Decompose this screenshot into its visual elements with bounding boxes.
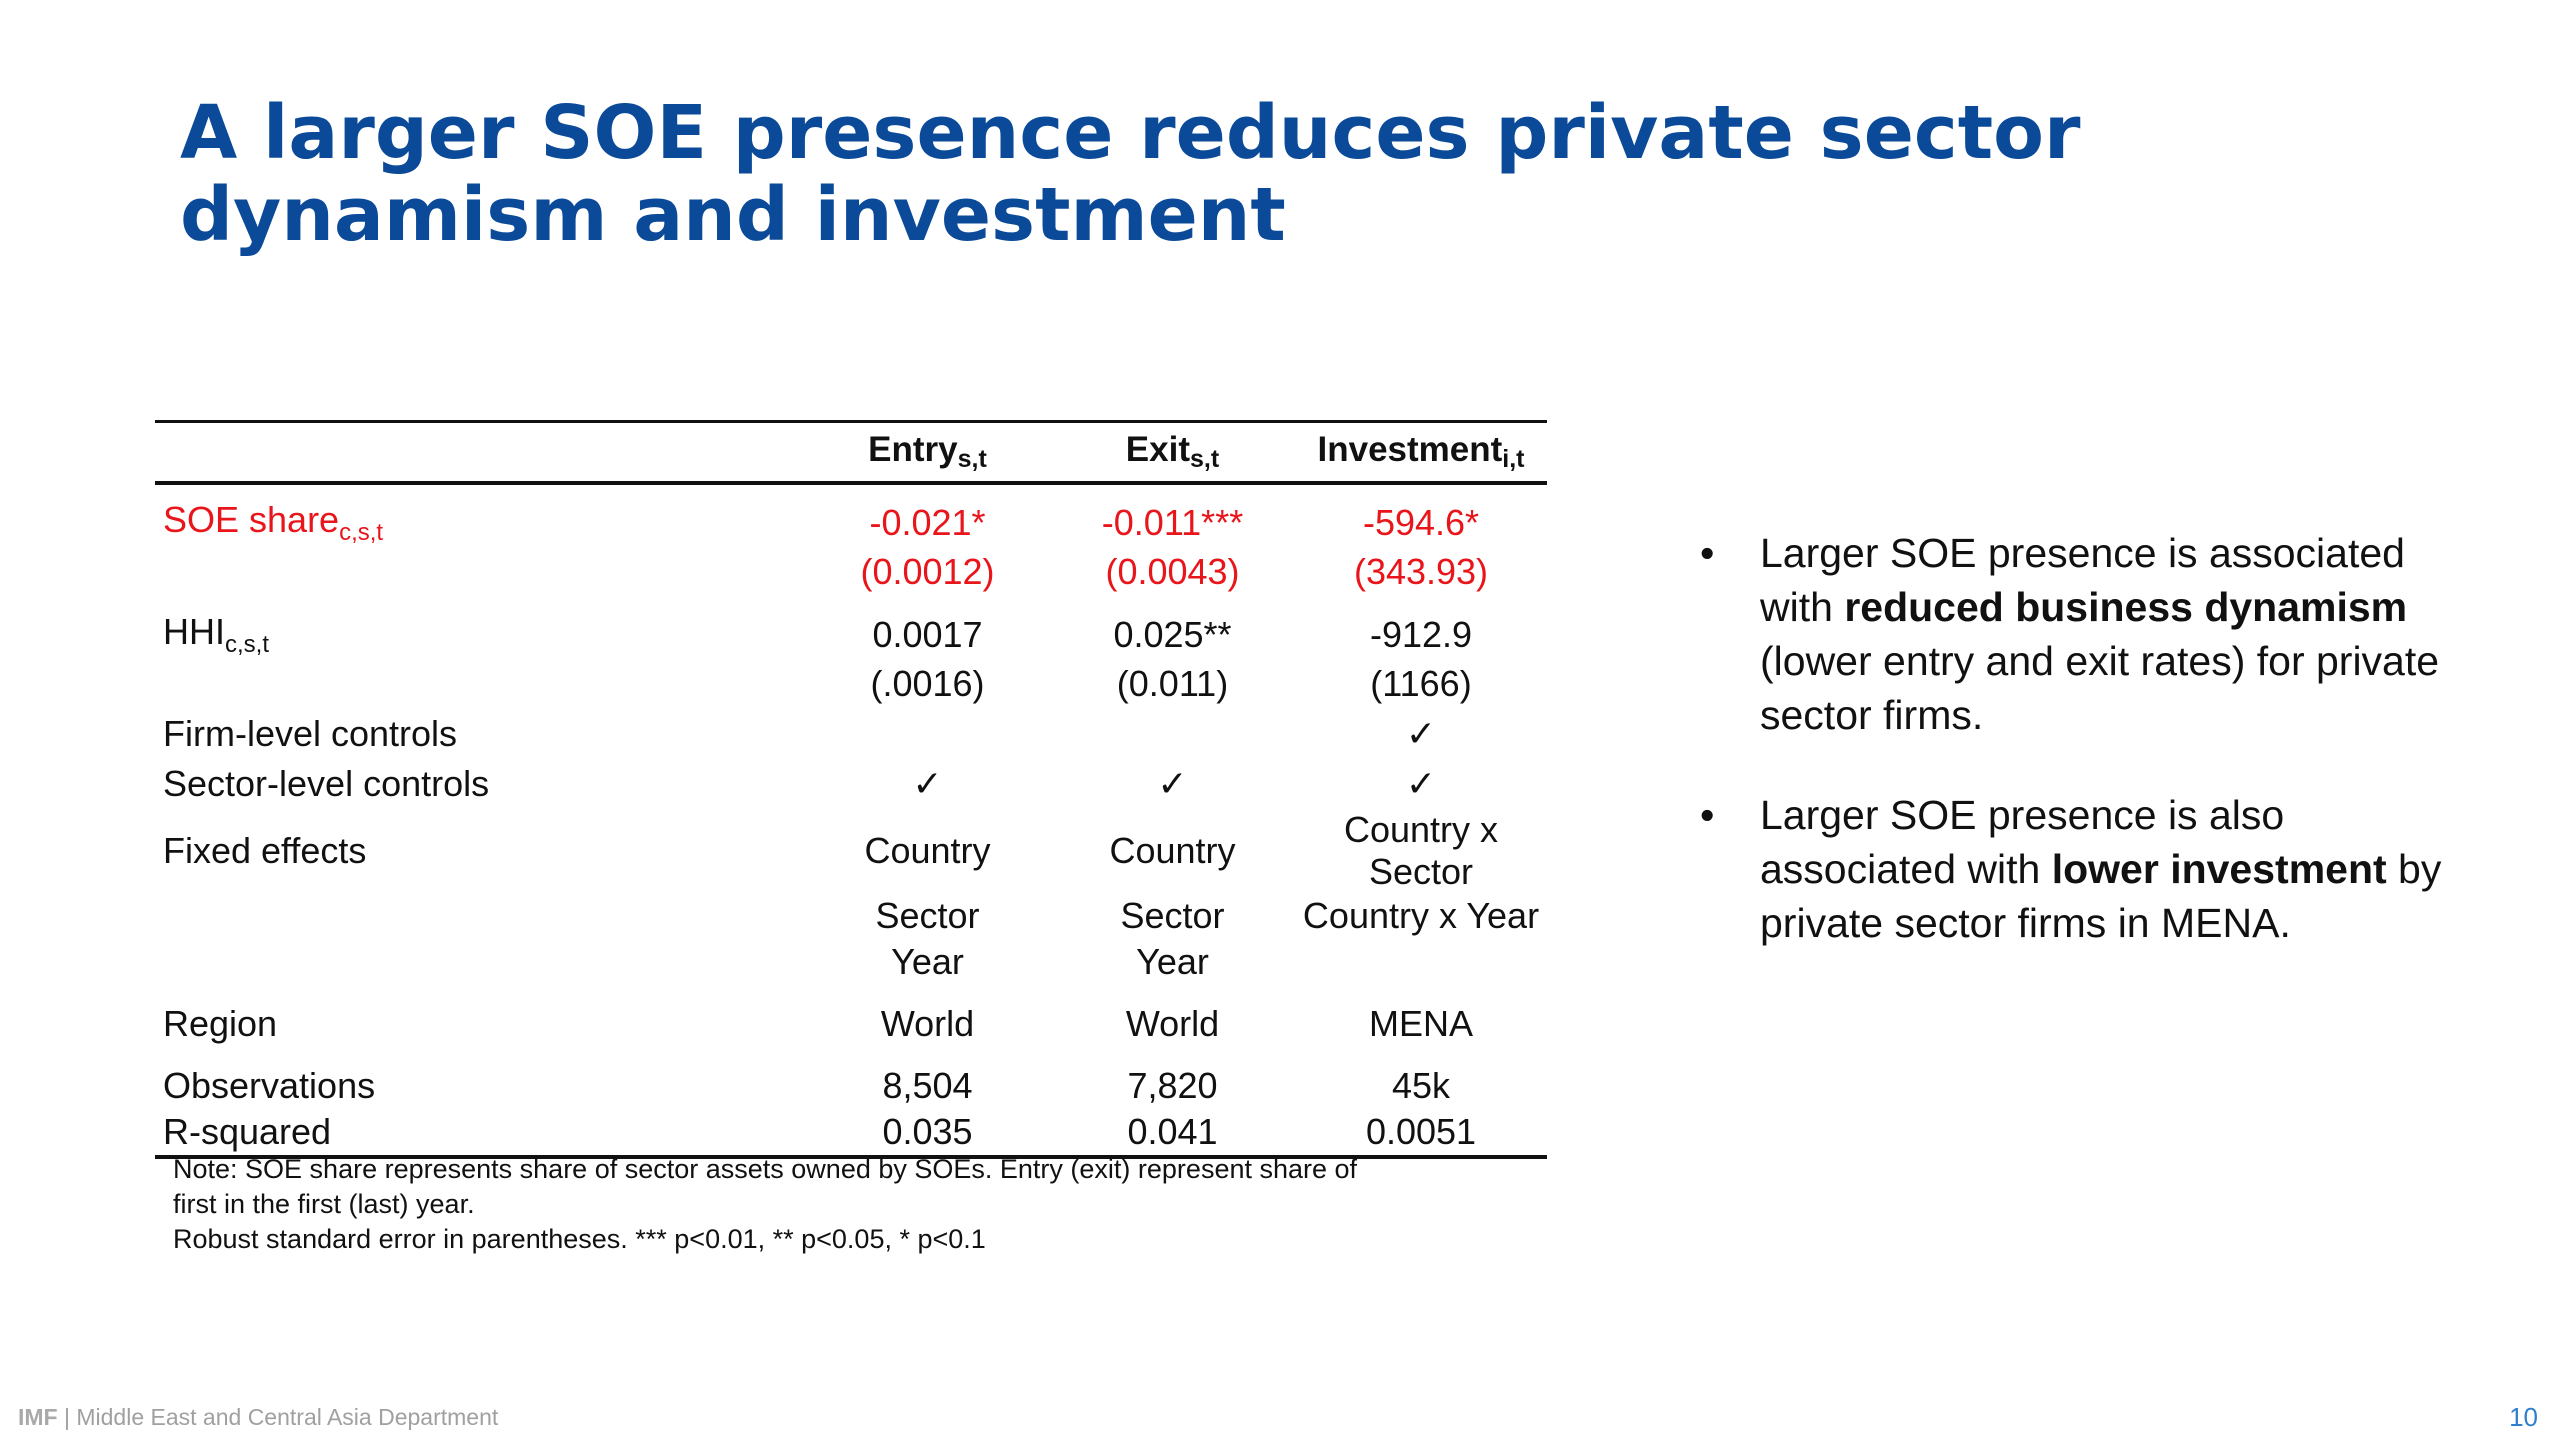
note-line-2: first in the first (last) year. — [173, 1189, 475, 1219]
fe-cell: Sector — [1120, 895, 1225, 936]
check-cell: ✓ — [1157, 763, 1188, 804]
row-label: Observations — [163, 1065, 376, 1106]
row-label: Sector-level controls — [163, 763, 490, 804]
row-label: Fixed effects — [163, 830, 367, 871]
cell-value: World — [1125, 1003, 1220, 1044]
fe-cell: Country x Sector — [1343, 809, 1499, 892]
cell-se: (343.93) — [1353, 551, 1489, 592]
table-row-hhi-se: (.0016) (0.011) (1166) — [155, 659, 1547, 709]
table-row-fixed-effects-2: Sector Sector Country x Year — [155, 893, 1547, 939]
cell-value: 0.041 — [1127, 1111, 1218, 1152]
fe-cell — [1295, 939, 1547, 985]
cell-se: (1166) — [1370, 663, 1472, 704]
fe-cell: Country x Year — [1302, 895, 1540, 936]
check-cell: ✓ — [1405, 713, 1437, 754]
cell-value: MENA — [1368, 1003, 1473, 1044]
table-row-sector-controls: Sector-level controls ✓ ✓ ✓ — [155, 759, 1547, 809]
cell-se: (.0016) — [870, 663, 985, 704]
cell-value: 7,820 — [1127, 1065, 1218, 1106]
note-line-3: Robust standard error in parentheses. **… — [173, 1224, 986, 1254]
check-cell — [1050, 709, 1295, 759]
fe-cell: Year — [891, 941, 964, 982]
table-row-fixed-effects: Fixed effects Country Country Country x … — [155, 809, 1547, 893]
bullet-item: • Larger SOE presence is also associated… — [1700, 788, 2480, 950]
fe-cell: Country — [1109, 830, 1236, 871]
cell-coef: -594.6* — [1362, 502, 1480, 543]
cell-value: World — [880, 1003, 975, 1044]
cell-se: (0.0012) — [860, 551, 995, 592]
check-cell: ✓ — [1405, 763, 1437, 804]
footer: IMF | Middle East and Central Asia Depar… — [18, 1404, 498, 1431]
cell-coef: -0.021* — [869, 502, 986, 543]
footer-separator: | — [57, 1404, 77, 1430]
table-row-observations: Observations 8,504 7,820 45k — [155, 1049, 1547, 1109]
table-row-soe-share-se: (0.0012) (0.0043) (343.93) — [155, 547, 1547, 597]
title-line-1: A larger SOE presence reduces private se… — [180, 90, 2081, 176]
bullet-emphasis: lower investment — [2051, 846, 2387, 892]
page-number: 10 — [2509, 1402, 2538, 1432]
header-blank — [155, 422, 805, 484]
note-line-1: Note: SOE share represents share of sect… — [173, 1154, 1358, 1184]
cell-se: (0.011) — [1116, 663, 1229, 704]
bullet-dot: • — [1700, 792, 1715, 838]
header-investment: Investmenti,t — [1317, 430, 1525, 473]
row-label: HHIc,s,t — [163, 611, 270, 658]
slide-title: A larger SOE presence reduces private se… — [180, 92, 2180, 256]
cell-se: (0.0043) — [1105, 551, 1240, 592]
row-label: Region — [163, 1003, 278, 1044]
cell-coef: 0.025** — [1113, 614, 1232, 655]
cell-value: 0.035 — [882, 1111, 973, 1152]
table-note: Note: SOE share represents share of sect… — [173, 1152, 1573, 1257]
fe-cell: Country — [864, 830, 991, 871]
header-exit: Exits,t — [1125, 430, 1220, 473]
title-line-2: dynamism and investment — [180, 172, 1286, 258]
table-header-row: Entrys,t Exits,t Investmenti,t — [155, 421, 1547, 484]
bullet-item: • Larger SOE presence is associated with… — [1700, 526, 2480, 742]
table-row-soe-share: SOE sharec,s,t -0.021* -0.011*** -594.6* — [155, 483, 1547, 547]
cell-coef: -0.011*** — [1101, 502, 1244, 543]
fe-cell: Sector — [875, 895, 980, 936]
header-entry: Entrys,t — [868, 430, 987, 473]
cell-value: 8,504 — [882, 1065, 973, 1106]
bullet-list: • Larger SOE presence is associated with… — [1700, 526, 2480, 996]
row-label: SOE sharec,s,t — [163, 499, 384, 546]
row-label: Firm-level controls — [163, 713, 458, 754]
check-cell: ✓ — [912, 763, 943, 804]
cell-value: 0.0051 — [1365, 1111, 1477, 1152]
bullet-emphasis: reduced business dynamism — [1844, 584, 2408, 630]
table-row-fixed-effects-3: Year Year — [155, 939, 1547, 985]
table-row-region: Region World World MENA — [155, 985, 1547, 1049]
check-cell — [805, 709, 1050, 759]
cell-value: 45k — [1391, 1065, 1451, 1106]
regression-table: Entrys,t Exits,t Investmenti,t SOE share… — [155, 420, 1547, 1159]
table-row-hhi: HHIc,s,t 0.0017 0.025** -912.9 — [155, 597, 1547, 659]
footer-department: Middle East and Central Asia Department — [76, 1404, 499, 1430]
bullet-dot: • — [1700, 530, 1715, 576]
fe-cell: Year — [1136, 941, 1209, 982]
imf-logo: IMF — [18, 1404, 58, 1430]
cell-coef: -912.9 — [1369, 614, 1473, 655]
table-row-r-squared: R-squared 0.035 0.041 0.0051 — [155, 1109, 1547, 1157]
table-row-firm-controls: Firm-level controls ✓ — [155, 709, 1547, 759]
cell-coef: 0.0017 — [872, 614, 983, 655]
row-label: R-squared — [163, 1111, 332, 1152]
